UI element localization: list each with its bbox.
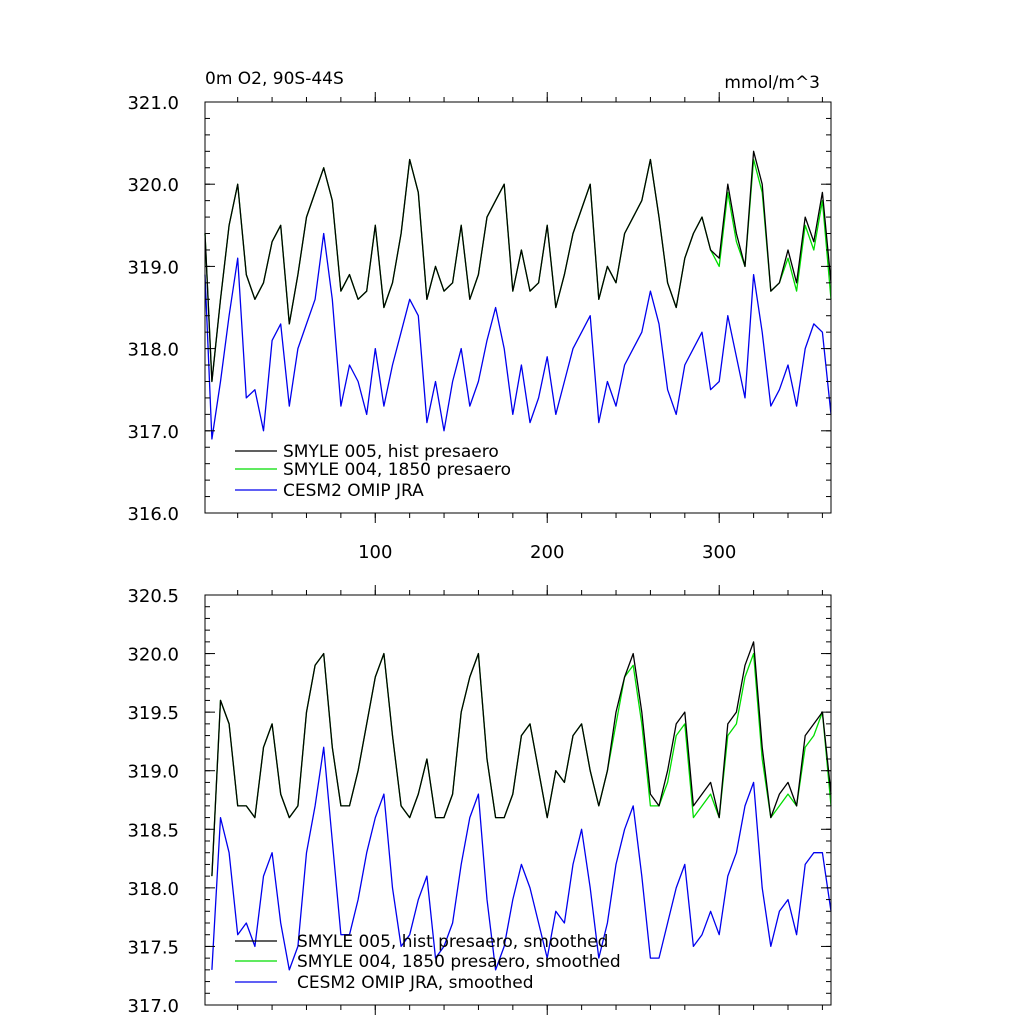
top-panel: 0m O2, 90S-44S mmol/m^3 316.0317.0318.03… — [127, 69, 832, 563]
bottom-ytick-label: 318.0 — [127, 879, 179, 900]
top-series-layer — [204, 150, 832, 440]
top-ytick-label: 316.0 — [127, 504, 179, 525]
top-xtick-label: 100 — [358, 542, 392, 563]
bottom-tick-layer: 317.0 317.5 318.0 318.5 319.0 319.5 320.0 320.5 — [127, 585, 831, 1017]
top-panel-units: mmol/m^3 — [724, 73, 820, 93]
top-ytick-label: 319.0 — [127, 257, 179, 278]
bottom-series-layer — [211, 641, 832, 971]
bottom-ytick-label: 319.0 — [127, 762, 179, 783]
bottom-ytick-label: 320.0 — [127, 645, 179, 666]
top-plot-frame — [204, 101, 832, 514]
top-legend-label-1: SMYLE 005, hist presaero — [283, 442, 499, 462]
bottom-series-1-line — [211, 641, 832, 877]
top-series-1-line — [204, 150, 832, 383]
bottom-series-3-line — [211, 746, 832, 971]
top-ytick-label: 321.0 — [127, 93, 179, 114]
top-series-3-line — [204, 232, 832, 440]
top-xtick-label: 200 — [530, 542, 564, 563]
bottom-plot-frame — [204, 594, 832, 1006]
top-ytick-label: 318.0 — [127, 340, 179, 361]
bottom-panel: 317.0 317.5 318.0 318.5 319.0 319.5 320.0 320.5… — [127, 585, 832, 1017]
top-legend-label-3: CESM2 OMIP JRA — [283, 481, 424, 501]
top-ytick-label: 320.0 — [127, 175, 179, 196]
bottom-ytick-label: 318.5 — [127, 820, 179, 841]
bottom-legend: SMYLE 005, hist presaero, smoothed SMYLE… — [235, 932, 621, 993]
bottom-ytick-label: 317.5 — [127, 937, 179, 958]
top-ytick-label: 317.0 — [127, 422, 179, 443]
top-legend-label-2: SMYLE 004, 1850 presaero — [283, 460, 511, 480]
bottom-legend-label-2: SMYLE 004, 1850 presaero, smoothed — [297, 952, 621, 972]
bottom-ytick-label: 320.5 — [127, 586, 179, 607]
bottom-legend-label-1: SMYLE 005, hist presaero, smoothed — [297, 932, 608, 952]
top-xtick-label: 300 — [702, 542, 736, 563]
bottom-ytick-label: 317.0 — [127, 996, 179, 1017]
top-tick-layer: 316.0 317.0 318.0 319.0 320.0 321.0 100 200 300 — [127, 92, 831, 563]
top-panel-title: 0m O2, 90S-44S — [205, 69, 344, 89]
top-legend: SMYLE 005, hist presaero SMYLE 004, 1850… — [235, 442, 511, 501]
bottom-ytick-label: 319.5 — [127, 703, 179, 724]
bottom-legend-label-3: CESM2 OMIP JRA, smoothed — [297, 973, 534, 993]
